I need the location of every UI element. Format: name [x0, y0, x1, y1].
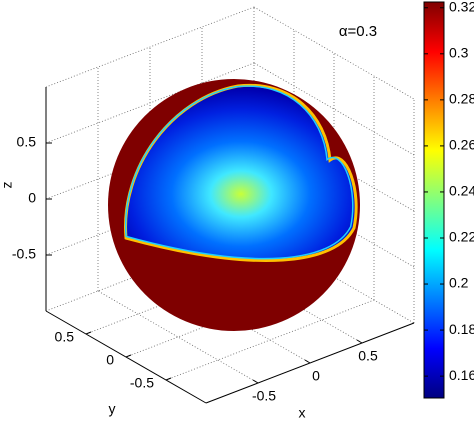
z-grid-line	[253, 62, 415, 156]
z-tick-label: 0.5	[17, 134, 37, 150]
x-tick-label: 0.5	[358, 348, 378, 364]
z-tick-label: -0.5	[12, 246, 36, 262]
colorbar-tick-label: 0.18	[449, 321, 474, 337]
x-grid-line	[97, 290, 259, 384]
colorbar	[423, 1, 445, 399]
y-tick-label: -0.5	[130, 375, 154, 391]
colorbar-tick-label: 0.26	[449, 137, 474, 153]
y-axis-label: y	[109, 401, 116, 417]
y-tick	[125, 354, 132, 358]
x-tick-label: 0	[312, 368, 320, 384]
x-tick	[252, 379, 259, 384]
box-edge	[45, 6, 255, 88]
z-tick-label: 0	[28, 190, 36, 206]
y-tick-label: 0.5	[55, 329, 75, 345]
x-tick	[356, 339, 363, 344]
annotation: α=0.3	[339, 23, 377, 40]
x-tick	[304, 359, 311, 364]
z-axis-label: z	[0, 182, 15, 189]
colorbar-tick-label: 0.3	[449, 45, 469, 61]
y-tick	[85, 331, 92, 335]
z-grid-line	[45, 62, 255, 144]
x-axis-label: x	[299, 405, 306, 421]
colorbar-tick-label: 0.24	[449, 183, 474, 199]
y-tick-label: 0	[106, 352, 114, 368]
colorbar-tick-label: 0.16	[449, 367, 474, 383]
colorbar-tick-label: 0.28	[449, 91, 474, 107]
colorbar-tick-label: 0.22	[449, 229, 474, 245]
colorbar-tick-label: 0.32	[449, 0, 474, 14]
y-grid-line	[165, 299, 375, 381]
y-tick	[165, 377, 172, 381]
box-edge	[253, 6, 415, 100]
x-tick-label: -0.5	[252, 388, 276, 404]
cutaway-rim	[124, 85, 354, 260]
colorbar-tick-label: 0.2	[449, 275, 469, 291]
